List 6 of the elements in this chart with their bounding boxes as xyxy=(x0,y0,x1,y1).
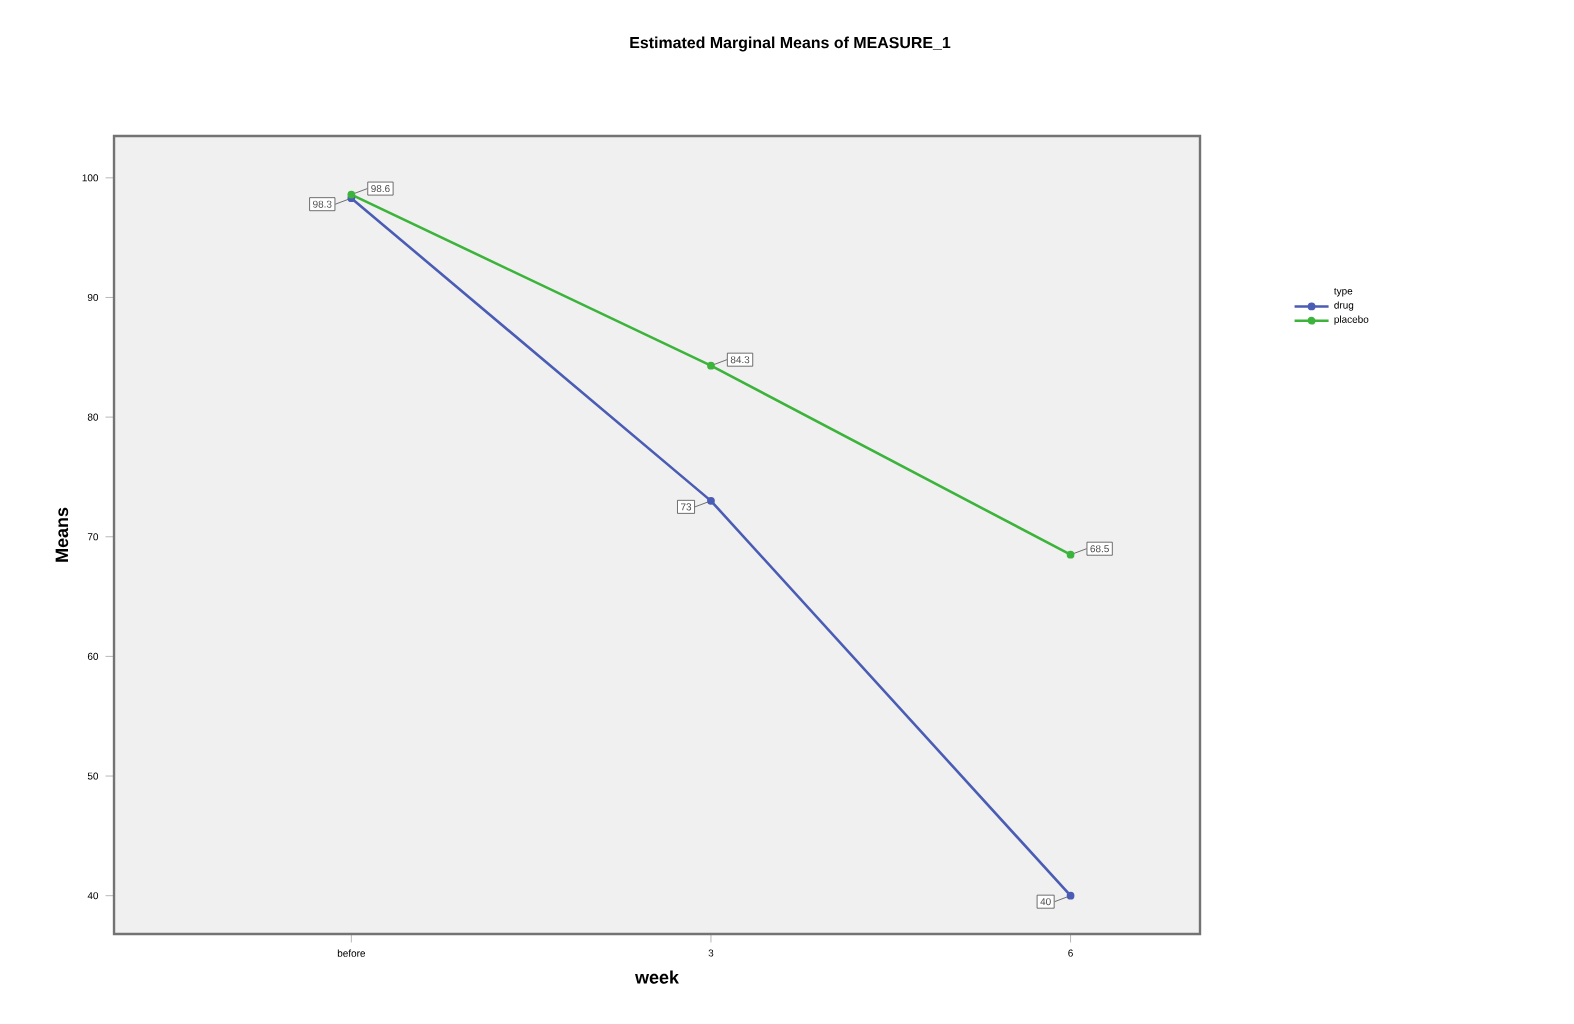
y-axis-title: Means xyxy=(55,507,69,562)
point xyxy=(707,496,715,505)
point xyxy=(1066,550,1075,559)
point xyxy=(1066,891,1075,900)
x-axis-title: week xyxy=(635,970,679,984)
point xyxy=(707,361,715,370)
